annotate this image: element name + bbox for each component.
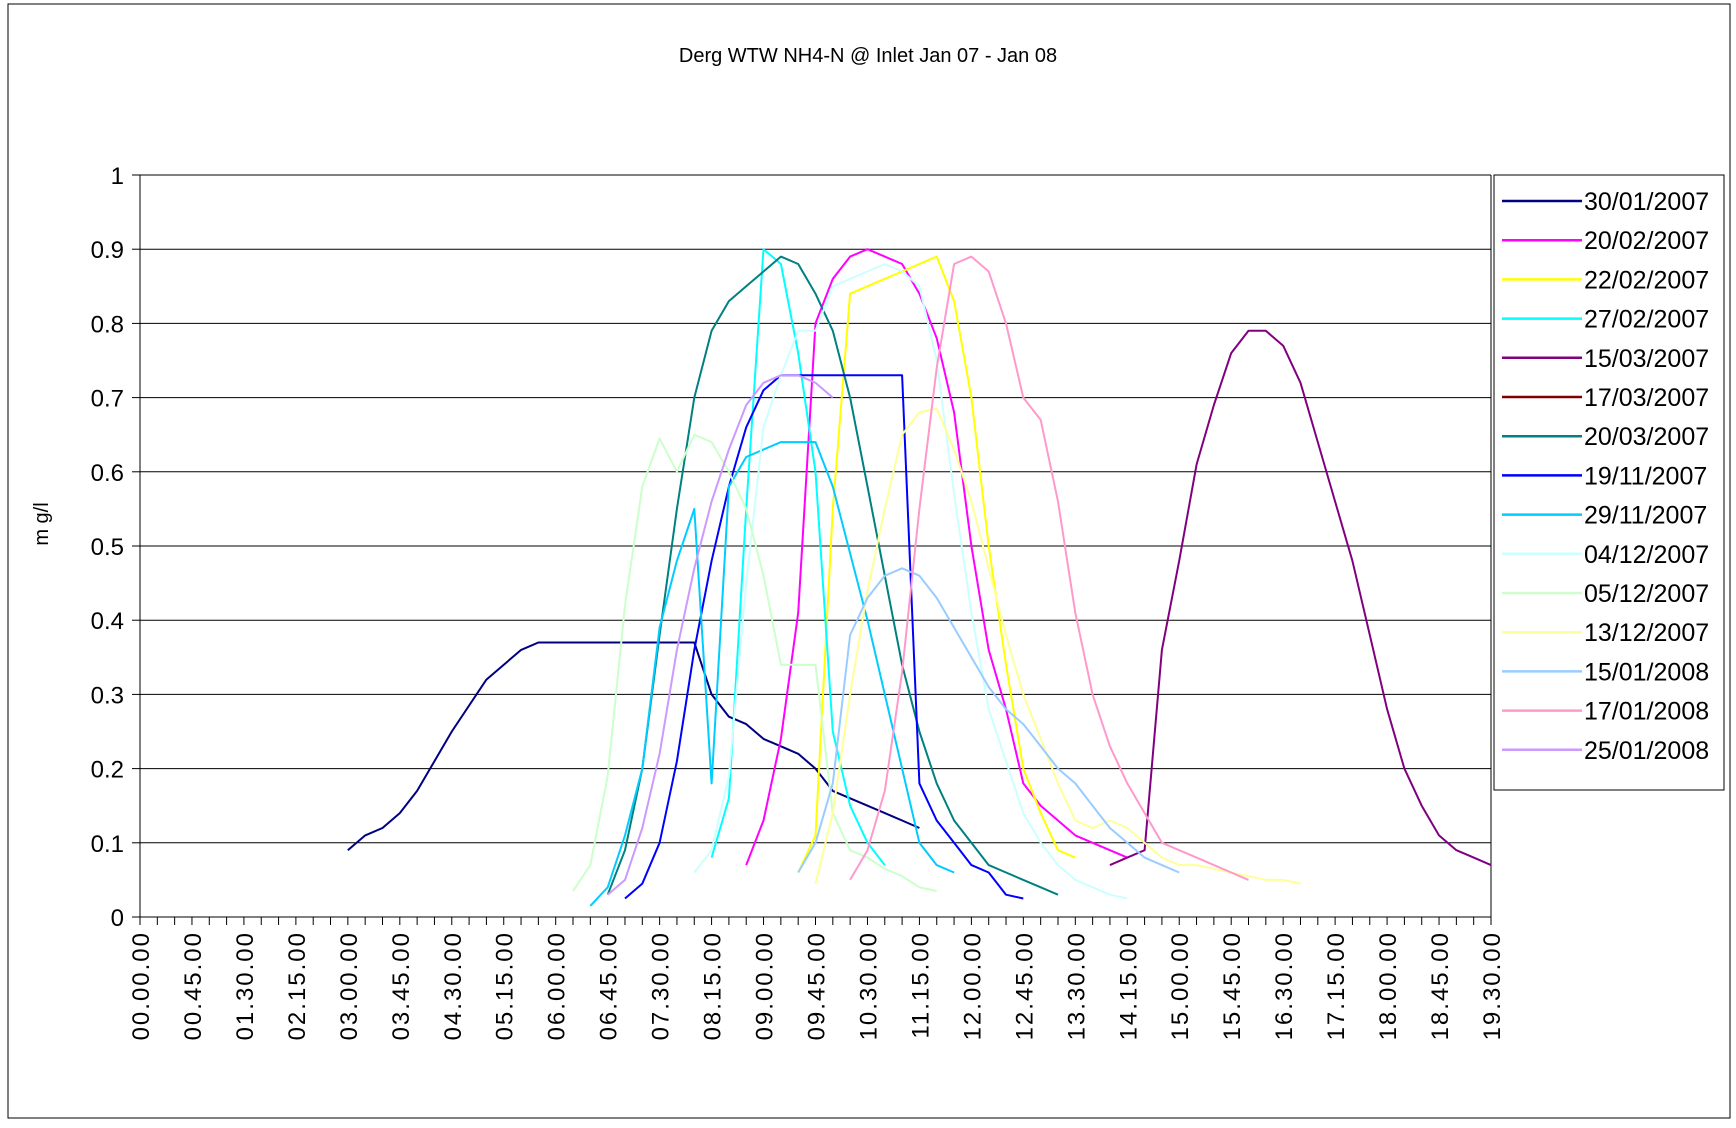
x-tick-label: 07.30.00 [648,931,675,1040]
x-tick-label: 06.00.00 [544,931,571,1040]
series-line-4 [710,248,886,866]
x-tick-labels: 00.00.00 00.45.00 01.30.00 02.15.00 03.00.00… [128,931,1506,1040]
series-line-15 [607,374,834,896]
y-tick-label: 0.5 [91,534,124,561]
x-tick-label: 15.00.00 [1167,931,1194,1040]
legend-label: 13/12/2007 [1584,619,1709,647]
legend-label: 27/02/2007 [1584,306,1709,334]
x-tick-label: 14.15.00 [1115,931,1142,1040]
series-line-10 [693,263,1128,900]
legend-label: 20/03/2007 [1584,423,1709,451]
x-tick-label: 12.45.00 [1011,931,1038,1040]
y-tick-label: 0.2 [91,757,124,784]
legend-label: 17/01/2008 [1584,698,1709,726]
legend-label: 22/02/2007 [1584,266,1709,294]
x-tick-label: 18.45.00 [1427,931,1454,1040]
legend-label: 17/03/2007 [1584,384,1709,412]
x-tick-label: 01.30.00 [232,931,259,1040]
series-line-12 [814,407,1301,885]
x-tick-label: 03.00.00 [336,931,363,1040]
series-lines [347,248,1492,907]
series-line-1 [347,641,920,851]
y-tick-label: 0 [111,905,124,932]
legend-box [1493,174,1725,791]
x-tick-label: 06.45.00 [596,931,623,1040]
x-tick-label: 03.45.00 [388,931,415,1040]
y-tick-label: 0.3 [91,682,124,709]
legend-label: 15/03/2007 [1584,345,1709,373]
x-tick-label: 11.15.00 [907,931,934,1039]
series-line-7 [606,255,1059,896]
legend-label: 15/01/2008 [1584,658,1709,686]
chart-frame [7,3,1731,1119]
legend-label: 05/12/2007 [1584,580,1709,608]
x-tick-label: 00.00.00 [128,931,155,1040]
legend-label: 25/01/2008 [1584,737,1709,765]
legend: 30/01/2007 20/02/2007 22/02/2007 27/02/2007… [1493,174,1725,791]
x-tick-label: 13.30.00 [1063,931,1090,1040]
x-tick-label: 00.45.00 [180,931,207,1040]
legend-label: 19/11/2007 [1584,462,1707,490]
x-tick-label: 17.15.00 [1323,931,1350,1040]
legend-label: 20/02/2007 [1584,227,1709,255]
x-tick-label: 15.45.00 [1219,931,1246,1040]
y-tick-label: 0.4 [91,608,124,635]
y-tick-label: 0.8 [91,311,124,338]
x-tick-label: 12.00.00 [959,931,986,1040]
x-tick-label: 05.15.00 [492,931,519,1040]
y-tick-labels: 0 0.1 0.2 0.3 0.4 0.5 0.6 0.7 0.8 0.9 1 [91,163,124,932]
axes [132,174,1492,925]
x-tick-label: 19.30.00 [1479,931,1506,1040]
series-line-3 [797,255,1076,873]
y-tick-label: 0.1 [91,831,124,858]
x-tick-label: 09.00.00 [752,931,779,1040]
x-tick-label: 10.30.00 [855,931,882,1040]
series-line-5 [1109,329,1492,867]
legend-label: 04/12/2007 [1584,541,1709,569]
x-tick-label: 18.00.00 [1375,931,1402,1040]
x-tick-label: 16.30.00 [1271,931,1298,1040]
y-tick-label: 1 [111,163,124,190]
y-axis-label: m g/l [31,502,53,545]
series-line-13 [797,567,1180,874]
x-tick-label: 09.45.00 [804,931,831,1040]
x-tick-label: 04.30.00 [440,931,467,1040]
legend-label: 29/11/2007 [1584,502,1707,530]
series-line-8 [624,374,1024,900]
series-line-14 [849,255,1249,881]
series-line-2 [745,248,1128,866]
y-tick-label: 0.6 [91,460,124,487]
legend-label: 30/01/2007 [1584,188,1709,216]
x-tick-label: 08.15.00 [700,931,727,1040]
x-tick-label: 02.15.00 [284,931,311,1040]
y-tick-label: 0.7 [91,386,124,413]
series-line-11 [572,433,937,892]
y-tick-label: 0.9 [91,237,124,264]
chart-title: Derg WTW NH4-N @ Inlet Jan 07 - Jan 08 [679,45,1057,67]
